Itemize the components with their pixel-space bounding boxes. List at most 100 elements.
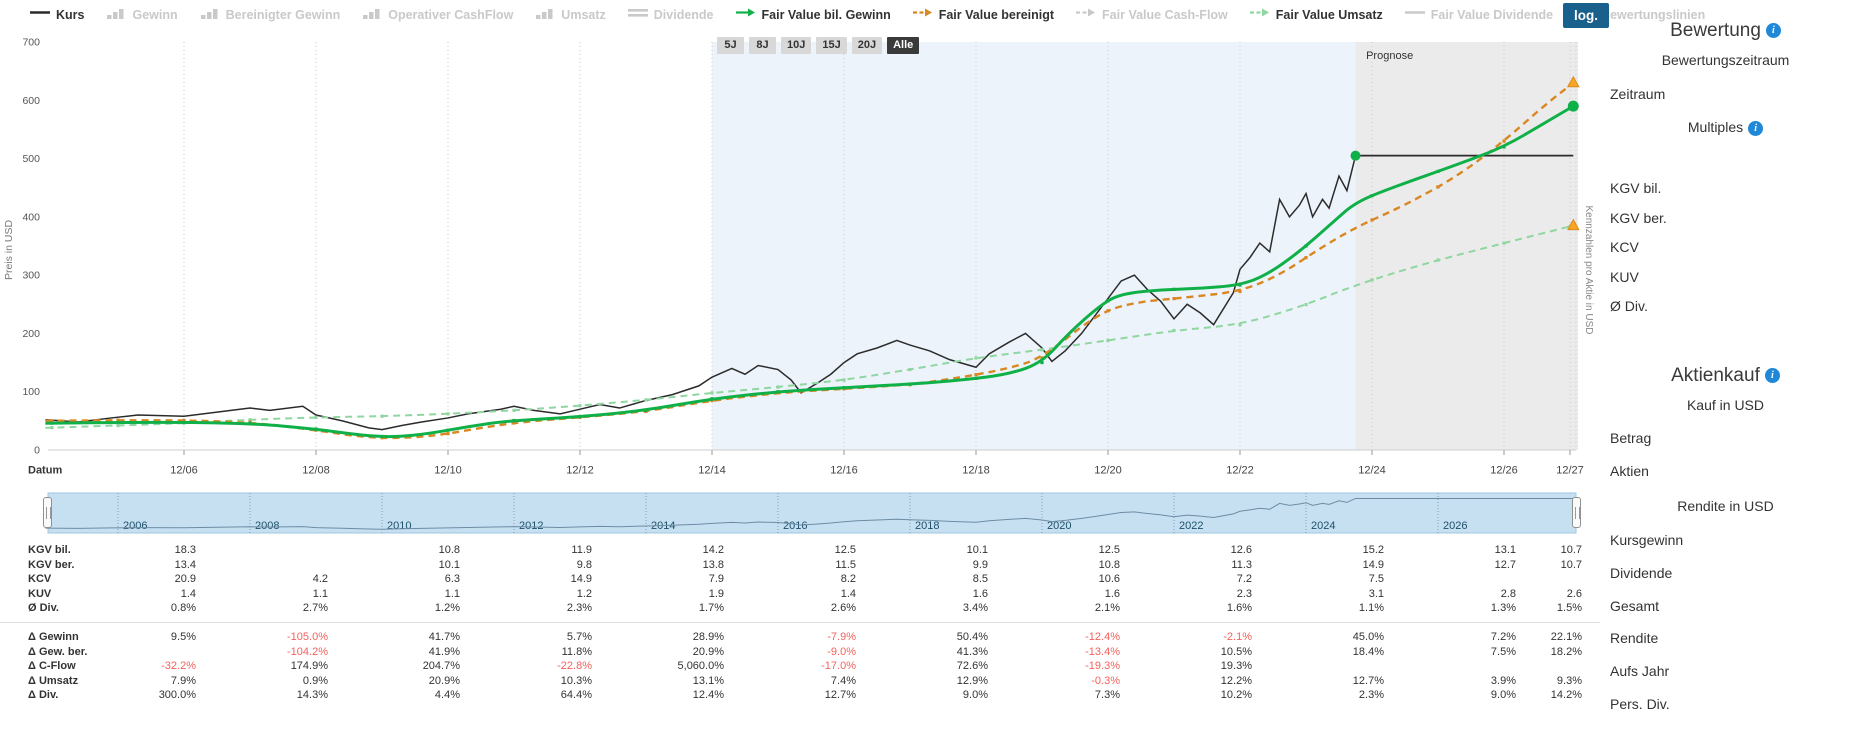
cell-12/08: 1.1 <box>312 587 328 600</box>
range-button-8j[interactable]: 8J <box>749 37 776 54</box>
y-tick-label: 0 <box>34 445 40 457</box>
cell-12/06: 300.0% <box>158 689 196 701</box>
year-marker <box>446 412 450 416</box>
x-tick-label: 12/26 <box>1490 465 1518 477</box>
range-button-5j[interactable]: 5J <box>717 37 744 54</box>
row-label: Δ Gew. ber. <box>28 645 88 658</box>
legend-bar: Kurs Gewinn Bereinigter Gewinn Operativer C… <box>30 0 1705 30</box>
series-end-triangle <box>1566 218 1580 231</box>
multiples-label-1: KGV ber. <box>1610 209 1667 226</box>
timeline-handle-left[interactable] <box>43 497 52 528</box>
legend-item-fair-value-bereinigt[interactable]: Fair Value bereinigt <box>912 6 1054 24</box>
year-marker <box>1172 328 1176 333</box>
y-tick-label: 600 <box>22 95 40 107</box>
bewertungszeitraum-label: Bewertungszeitraum <box>1661 52 1790 68</box>
legend-item-umsatz[interactable]: Umsatz <box>535 6 606 24</box>
year-marker <box>380 434 384 439</box>
legend-item-operativer-cashflow[interactable]: Operativer CashFlow <box>362 6 513 24</box>
legend-item-label: Fair Value Umsatz <box>1275 8 1383 22</box>
year-marker <box>908 367 912 372</box>
line-icon <box>1404 6 1425 24</box>
cell-12/22: 1.6% <box>1226 602 1252 614</box>
legend-item-kurs[interactable]: Kurs <box>30 6 84 24</box>
bars-icon <box>362 6 382 24</box>
aktienkauf-info-icon[interactable]: i <box>1764 368 1780 384</box>
timeline-year-label: 2020 <box>1047 520 1071 532</box>
series-end-dot <box>1567 100 1579 112</box>
cell-12/26: 7.5% <box>1490 645 1516 658</box>
rendite-label-4: Aufs Jahr <box>1610 663 1670 680</box>
year-marker <box>1502 139 1506 143</box>
legend-item-bereinigter-gewinn[interactable]: Bereinigter Gewinn <box>200 6 340 24</box>
x-tick-label: 12/24 <box>1358 465 1386 477</box>
year-marker <box>1370 218 1374 222</box>
year-marker <box>1436 185 1440 189</box>
legend-item-fair-value-bil-gewinn[interactable]: Fair Value bil. Gewinn <box>735 6 891 24</box>
cell-12/18: 12.9% <box>956 674 988 687</box>
timeline-handle-right[interactable] <box>1572 497 1581 528</box>
timeline-year-label: 2010 <box>387 520 411 532</box>
cell-12/08: 14.3% <box>296 689 328 701</box>
timeline-year-label: 2016 <box>783 520 807 532</box>
year-marker <box>1040 356 1044 360</box>
legend-item-fair-value-cash-flow[interactable]: Fair Value Cash-Flow <box>1076 6 1228 24</box>
legend-item-fair-value-umsatz[interactable]: Fair Value Umsatz <box>1249 6 1383 24</box>
region-prognose <box>1355 42 1578 450</box>
y-tick-label: 300 <box>22 270 40 282</box>
year-marker <box>776 390 780 394</box>
range-buttons: 5J 8J 10J 15J 20J Alle <box>717 37 920 54</box>
timeline-year-label: 2018 <box>915 520 939 532</box>
year-marker <box>1172 296 1176 301</box>
range-button-15j[interactable]: 15J <box>816 37 847 54</box>
year-marker <box>116 423 120 428</box>
cell-12/14: 7.9 <box>708 573 724 585</box>
year-marker <box>1436 258 1440 262</box>
betrag-label: Betrag <box>1610 430 1652 446</box>
cell-12/08: 174.9% <box>290 660 328 672</box>
cell-12/26: 13.1 <box>1494 544 1516 556</box>
cell-12/26: 1.3% <box>1490 602 1516 614</box>
multiples-info-icon[interactable]: i <box>1748 120 1764 136</box>
rendite-label-0: Kursgewinn <box>1610 532 1684 548</box>
legend-item-gewinn[interactable]: Gewinn <box>106 6 178 24</box>
cell-12/20: 2.1% <box>1094 602 1120 614</box>
cell-12/24: 2.3% <box>1358 689 1384 701</box>
cell-12/27: 10.7 <box>1560 558 1582 571</box>
cell-12/14: 12.4% <box>692 689 724 701</box>
cell-12/14: 20.9% <box>692 645 724 658</box>
cell-12/06: 18.3 <box>174 544 196 556</box>
cell-12/08: -105.0% <box>287 631 328 643</box>
year-marker <box>50 419 54 423</box>
cell-12/06: 7.9% <box>170 674 196 687</box>
range-button-alle[interactable]: Alle <box>887 37 920 54</box>
year-marker <box>50 426 54 430</box>
aktien-label: Aktien <box>1610 463 1649 479</box>
x-tick-label: 12/12 <box>566 465 594 477</box>
legend-item-dividende[interactable]: Dividende <box>627 6 714 24</box>
arrow-dashed-icon <box>1249 6 1270 24</box>
price-chart[interactable]: 12/06 12/08 12/10 12/12 12/14 12/16 12/18 12/20… <box>0 0 1600 744</box>
x-tick-label: 12/27 <box>1556 465 1584 477</box>
x-tick-label: 12/18 <box>962 465 990 477</box>
cell-12/27: 18.2% <box>1550 645 1582 658</box>
cell-12/18: 41.3% <box>956 645 988 658</box>
log-scale-button[interactable]: log. <box>1563 3 1609 28</box>
row-label: Ø Div. <box>28 602 59 614</box>
year-marker <box>1238 283 1242 287</box>
year-marker <box>248 421 252 425</box>
zeitraum-label: Zeitraum <box>1610 86 1666 102</box>
cell-12/27: 9.3% <box>1556 674 1582 687</box>
range-button-20j[interactable]: 20J <box>851 37 883 54</box>
multiples-label: Multiples i <box>1600 119 1851 136</box>
bewertung-info-icon[interactable]: i <box>1765 23 1781 39</box>
cell-12/06: 9.5% <box>170 631 196 643</box>
year-marker <box>842 378 846 382</box>
cell-12/27: 2.6 <box>1566 587 1582 600</box>
legend-item-fair-value-dividende[interactable]: Fair Value Dividende <box>1404 6 1553 24</box>
cell-12/18: 3.4% <box>962 602 988 614</box>
cell-12/22: 10.5% <box>1220 645 1252 658</box>
cell-12/16: 1.4 <box>840 587 856 600</box>
cell-12/20: 12.5 <box>1098 544 1120 556</box>
range-button-10j[interactable]: 10J <box>781 37 812 54</box>
cell-12/14: 1.7% <box>698 602 724 614</box>
